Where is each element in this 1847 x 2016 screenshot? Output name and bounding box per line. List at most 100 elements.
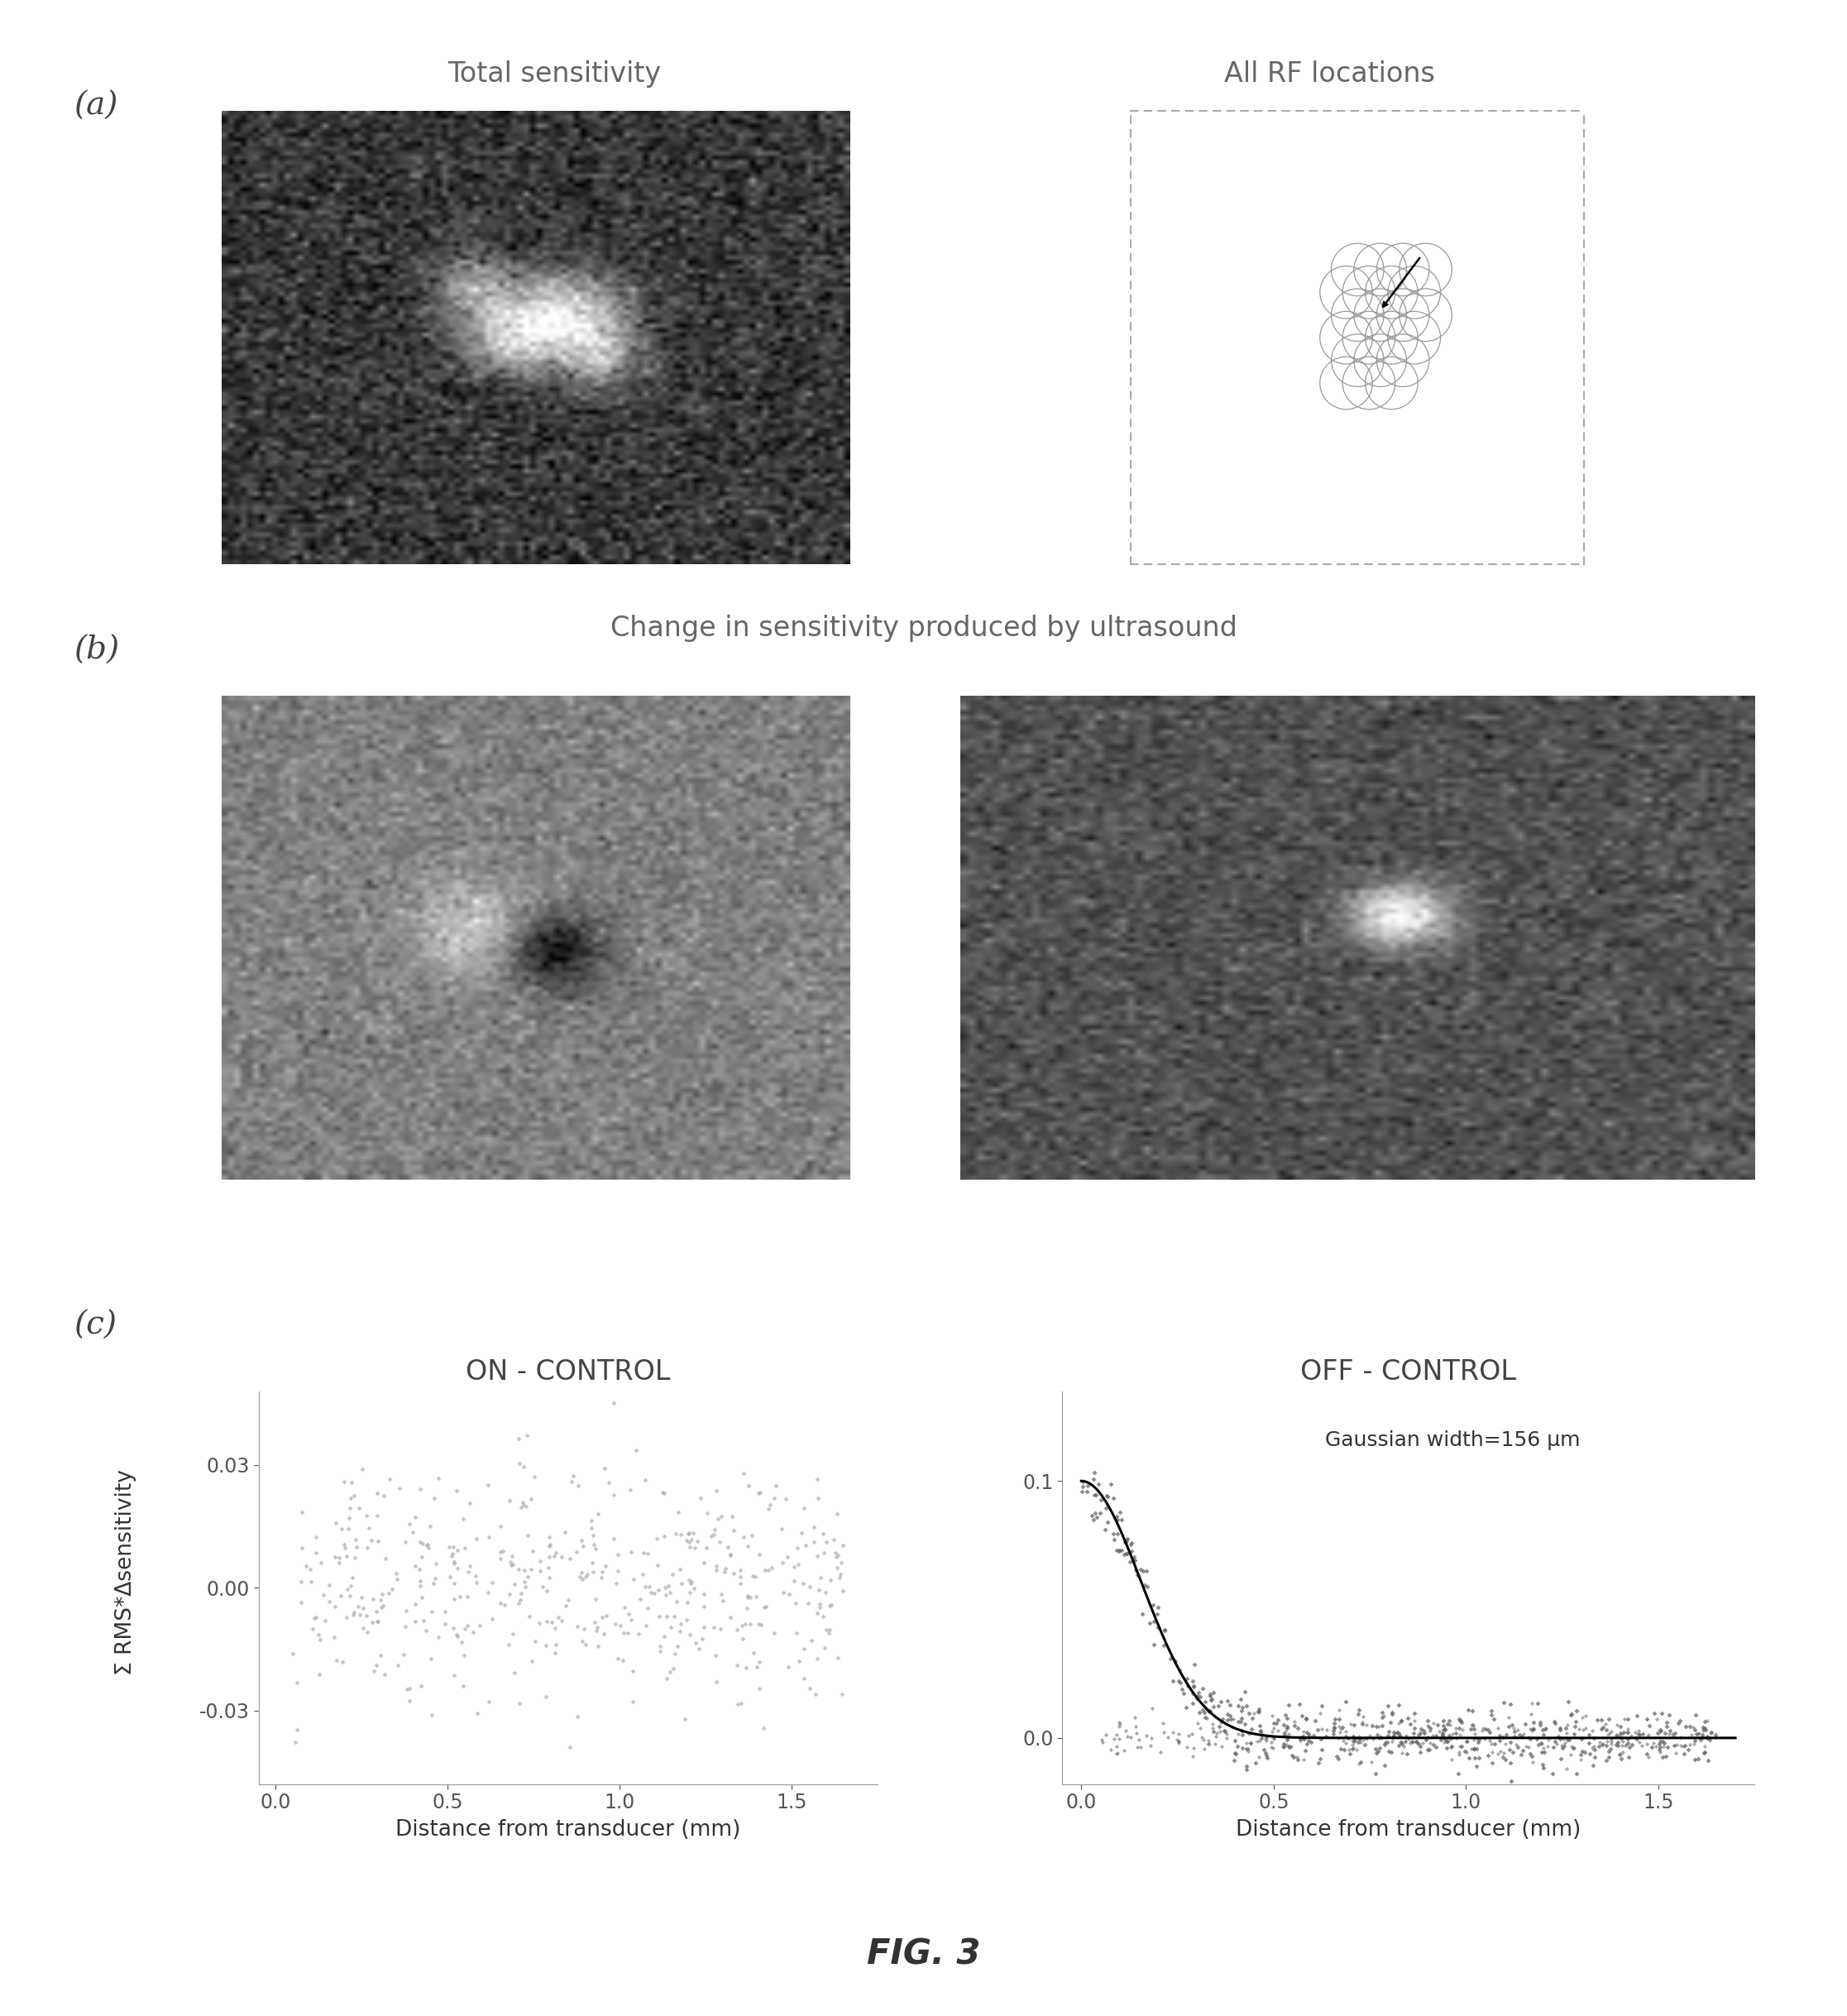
Point (1433, 1708, 1463, 1740)
Point (1149, 1629, 1178, 1661)
Point (569, 1613, 598, 1645)
Point (1287, 1720, 1317, 1752)
Point (399, 1516, 429, 1548)
Title: OFF - CONTROL: OFF - CONTROL (1300, 1359, 1516, 1385)
Point (1653, 1732, 1683, 1764)
Point (796, 1671, 826, 1704)
Point (742, 1651, 772, 1683)
Point (513, 1560, 543, 1593)
Point (1439, 1718, 1468, 1750)
Point (338, 1560, 368, 1593)
Point (1478, 1748, 1507, 1780)
Point (1692, 1714, 1721, 1746)
Point (1376, 1708, 1406, 1740)
Point (1444, 1736, 1474, 1768)
Point (709, 1556, 739, 1589)
Point (561, 1611, 591, 1643)
Point (661, 1585, 691, 1617)
Point (1232, 1728, 1262, 1760)
Point (1444, 1718, 1474, 1750)
Point (1550, 1730, 1579, 1762)
Point (755, 1488, 785, 1520)
Point (722, 1615, 752, 1647)
Point (774, 1579, 803, 1611)
Point (1084, 1468, 1114, 1500)
Point (1173, 1663, 1202, 1695)
Point (1112, 1524, 1141, 1556)
Point (1598, 1728, 1627, 1760)
Point (1646, 1736, 1675, 1768)
Point (1300, 1706, 1330, 1738)
Point (624, 1617, 654, 1649)
Point (645, 1635, 674, 1667)
Point (462, 1522, 491, 1554)
Point (1167, 1673, 1197, 1706)
Point (563, 1470, 593, 1502)
Point (1594, 1720, 1624, 1752)
Point (1681, 1724, 1710, 1756)
Point (1448, 1714, 1478, 1746)
Point (663, 1629, 693, 1661)
Point (1339, 1732, 1369, 1764)
Point (584, 1629, 613, 1661)
Point (1527, 1728, 1557, 1760)
Point (733, 1470, 763, 1502)
Point (1280, 1710, 1310, 1742)
Point (441, 1476, 471, 1508)
Point (1588, 1712, 1618, 1744)
Point (1603, 1710, 1633, 1742)
Point (1363, 1720, 1393, 1752)
Point (1178, 1677, 1208, 1710)
Text: (a): (a) (74, 91, 118, 121)
Point (683, 1633, 713, 1665)
Point (1622, 1722, 1651, 1754)
Point (571, 1629, 600, 1661)
Point (1679, 1712, 1708, 1744)
Point (1073, 1476, 1103, 1508)
Point (344, 1492, 373, 1524)
Point (741, 1560, 770, 1593)
Point (1596, 1722, 1625, 1754)
Point (1446, 1706, 1476, 1738)
Point (1330, 1734, 1359, 1766)
Point (1611, 1730, 1640, 1762)
Point (1252, 1724, 1282, 1756)
Point (1103, 1738, 1132, 1770)
Point (1068, 1476, 1097, 1508)
Point (323, 1542, 353, 1574)
Point (791, 1530, 820, 1562)
Point (1332, 1716, 1361, 1748)
Point (539, 1637, 569, 1669)
Point (1684, 1716, 1714, 1748)
Point (1230, 1708, 1260, 1740)
Point (571, 1560, 600, 1593)
Point (441, 1619, 471, 1651)
Point (331, 1540, 360, 1572)
Point (1605, 1710, 1635, 1742)
Point (1223, 1689, 1252, 1722)
Point (1105, 1710, 1134, 1742)
Point (1105, 1496, 1134, 1528)
Point (1498, 1736, 1527, 1768)
Point (598, 1480, 628, 1512)
Point (458, 1617, 488, 1649)
Point (362, 1595, 392, 1627)
Point (604, 1643, 634, 1675)
Point (674, 1526, 704, 1558)
Point (1271, 1716, 1300, 1748)
Point (1289, 1720, 1319, 1752)
Point (515, 1601, 545, 1633)
Point (1378, 1722, 1407, 1754)
Point (1117, 1536, 1147, 1568)
Point (1522, 1687, 1551, 1720)
Point (1188, 1693, 1217, 1726)
Point (1345, 1722, 1374, 1754)
Point (1579, 1740, 1609, 1772)
Point (1250, 1724, 1280, 1756)
Point (1666, 1706, 1696, 1738)
Point (809, 1518, 839, 1550)
Point (512, 1419, 541, 1452)
Point (338, 1599, 368, 1631)
Point (800, 1526, 829, 1558)
Point (1526, 1706, 1555, 1738)
